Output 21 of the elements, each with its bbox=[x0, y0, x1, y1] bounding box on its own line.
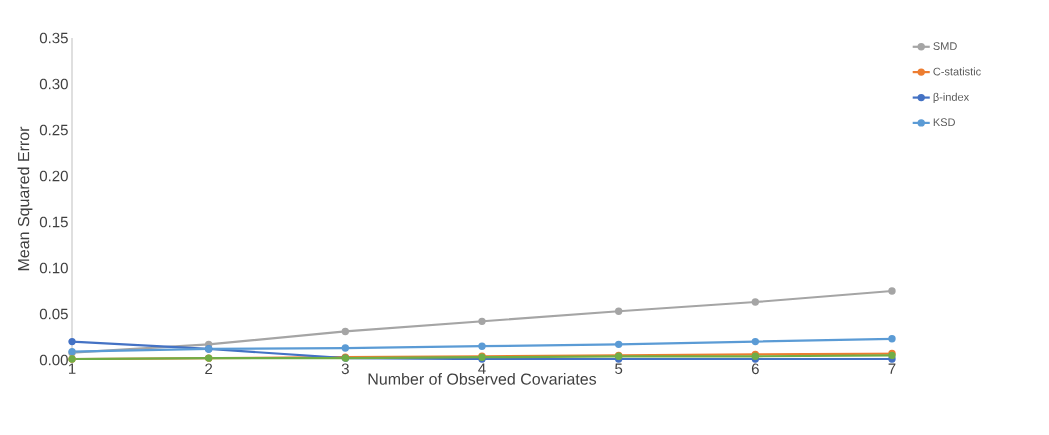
legend-label: β-index bbox=[933, 92, 970, 104]
y-tick-label: 0.20 bbox=[39, 170, 68, 182]
x-tick-label: 5 bbox=[615, 363, 623, 374]
x-tick-label: 2 bbox=[205, 363, 213, 374]
y-tick-label: 0.35 bbox=[39, 32, 68, 44]
y-tick-label: 0.25 bbox=[39, 124, 68, 136]
x-tick-label: 1 bbox=[68, 363, 76, 374]
legend-label: KSD bbox=[933, 118, 955, 127]
x-tick-label: 4 bbox=[478, 363, 486, 374]
y-tick-label: 0.00 bbox=[39, 354, 68, 366]
x-axis-title: Number of Observed Covariates bbox=[368, 373, 597, 385]
y-tick-label: 0.05 bbox=[39, 308, 68, 320]
y-axis-title: Mean Squared Error bbox=[17, 126, 33, 271]
y-tick-label: 0.10 bbox=[39, 262, 68, 274]
x-tick-label: 6 bbox=[751, 363, 759, 375]
x-tick-label: 7 bbox=[888, 363, 896, 374]
x-tick-label: 3 bbox=[341, 363, 349, 375]
legend-label: C-statistic bbox=[933, 67, 981, 76]
y-tick-label: 0.15 bbox=[39, 216, 68, 228]
y-tick-label: 0.30 bbox=[39, 78, 68, 90]
legend-label: SMD bbox=[933, 42, 957, 50]
